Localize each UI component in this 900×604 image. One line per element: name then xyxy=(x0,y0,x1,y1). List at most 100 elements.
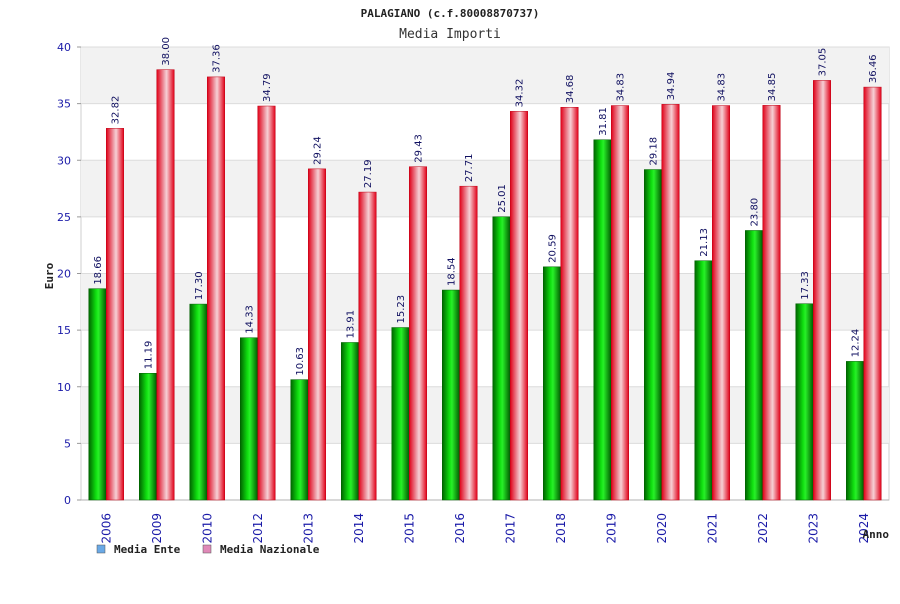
data-label-media-ente-2024: 12.24 xyxy=(851,329,862,358)
data-label-media-ente-2018: 20.59 xyxy=(548,234,559,263)
data-label-media-ente-2021: 21.13 xyxy=(699,228,710,257)
bar-media-ente-2021 xyxy=(694,260,713,501)
x-tick-label-2014: 2014 xyxy=(352,513,366,544)
data-label-media-nazionale-2006: 32.82 xyxy=(111,96,122,125)
x-tick-label-2006: 2006 xyxy=(99,513,113,544)
y-tick-label: 35 xyxy=(57,98,71,111)
bar-media-ente-2015 xyxy=(391,327,410,501)
data-label-media-nazionale-2022: 34.85 xyxy=(767,73,778,102)
bar-media-ente-2014 xyxy=(341,342,359,501)
x-axis-label: Anno xyxy=(863,528,890,541)
x-tick-label-2016: 2016 xyxy=(453,513,467,544)
data-label-media-nazionale-2018: 34.68 xyxy=(565,75,576,104)
data-label-media-ente-2010: 17.30 xyxy=(194,271,205,300)
x-tick-label-2015: 2015 xyxy=(402,513,416,544)
bar-media-ente-2018 xyxy=(543,266,561,501)
bar-media-nazionale-2013 xyxy=(308,168,326,501)
bar-media-nazionale-2009 xyxy=(156,69,175,501)
data-label-media-ente-2012: 14.33 xyxy=(245,305,256,334)
bar-media-nazionale-2022 xyxy=(762,105,781,501)
data-label-media-ente-2022: 23.80 xyxy=(750,198,761,227)
bar-media-ente-2010 xyxy=(189,303,208,501)
legend-label-media-ente: Media Ente xyxy=(114,543,181,556)
x-tick-label-2019: 2019 xyxy=(604,513,618,544)
y-tick-label: 40 xyxy=(57,41,71,54)
bar-media-nazionale-2017 xyxy=(510,111,528,501)
data-label-media-ente-2019: 31.81 xyxy=(598,107,609,136)
x-tick-label-2013: 2013 xyxy=(301,513,315,544)
y-tick-label: 0 xyxy=(64,494,71,507)
bar-media-ente-2006 xyxy=(88,288,107,501)
bar-media-ente-2009 xyxy=(139,373,157,501)
data-label-media-ente-2016: 18.54 xyxy=(447,257,458,286)
bar-media-nazionale-2015 xyxy=(409,166,427,501)
x-tick-label-2009: 2009 xyxy=(150,513,164,544)
bar-media-ente-2019 xyxy=(593,139,612,501)
chart-subtitle: Media Importi xyxy=(399,27,501,42)
x-tick-label-2023: 2023 xyxy=(806,513,820,544)
data-label-media-nazionale-2012: 34.79 xyxy=(262,73,273,102)
bar-media-ente-2016 xyxy=(442,289,460,501)
data-label-media-ente-2013: 10.63 xyxy=(295,347,306,376)
bar-media-nazionale-2023 xyxy=(813,80,831,501)
data-label-media-nazionale-2014: 27.19 xyxy=(363,159,374,188)
y-tick-label: 25 xyxy=(57,211,71,224)
x-tick-label-2020: 2020 xyxy=(655,513,669,544)
bar-media-ente-2022 xyxy=(745,230,763,501)
bar-media-nazionale-2018 xyxy=(560,106,579,501)
bar-media-ente-2024 xyxy=(846,361,864,501)
bar-media-nazionale-2014 xyxy=(358,191,377,501)
x-tick-label-2017: 2017 xyxy=(503,513,517,544)
bar-media-nazionale-2019 xyxy=(611,105,629,501)
data-label-media-nazionale-2015: 29.43 xyxy=(414,134,425,163)
bar-media-nazionale-2016 xyxy=(459,185,478,501)
data-label-media-ente-2014: 13.91 xyxy=(346,310,357,339)
x-tick-label-2024: 2024 xyxy=(857,513,871,544)
bar-media-nazionale-2021 xyxy=(712,105,730,501)
x-tick-label-2022: 2022 xyxy=(756,513,770,544)
data-label-media-ente-2006: 18.66 xyxy=(93,256,104,285)
y-tick-label: 30 xyxy=(57,154,71,167)
bar-media-nazionale-2012 xyxy=(257,105,276,501)
bar-media-ente-2013 xyxy=(290,379,309,501)
legend: Media Ente Media Nazionale xyxy=(96,543,320,556)
data-label-media-nazionale-2013: 29.24 xyxy=(313,136,324,165)
bar-media-nazionale-2020 xyxy=(661,104,680,501)
data-label-media-nazionale-2023: 37.05 xyxy=(818,48,829,77)
data-label-media-nazionale-2010: 37.36 xyxy=(212,44,223,73)
y-tick-label: 15 xyxy=(57,324,71,337)
bar-media-ente-2020 xyxy=(644,169,662,501)
data-label-media-nazionale-2009: 38.00 xyxy=(161,37,172,66)
bar-media-ente-2023 xyxy=(795,303,814,501)
x-tick-label-2021: 2021 xyxy=(705,513,719,544)
x-tick-label-2018: 2018 xyxy=(554,513,568,544)
data-label-media-nazionale-2019: 34.83 xyxy=(616,73,627,102)
bar-media-ente-2012 xyxy=(240,337,258,501)
legend-label-media-nazionale: Media Nazionale xyxy=(220,543,320,556)
bar-media-nazionale-2006 xyxy=(106,128,124,501)
y-tick-label: 5 xyxy=(64,437,71,450)
legend-swatch-media-ente xyxy=(96,544,106,554)
data-label-media-nazionale-2020: 34.94 xyxy=(666,72,677,101)
y-tick-label: 10 xyxy=(57,381,71,394)
x-tick-label-2012: 2012 xyxy=(251,513,265,544)
data-label-media-nazionale-2017: 34.32 xyxy=(515,79,526,108)
data-label-media-nazionale-2016: 27.71 xyxy=(464,154,475,183)
bars xyxy=(88,69,882,501)
data-label-media-ente-2023: 17.33 xyxy=(800,271,811,300)
chart-title: PALAGIANO (c.f.80008870737) xyxy=(361,7,540,20)
x-axis-ticks: 2006 2009 2010 2012 2013 2014 2015 2016 2017 2018… xyxy=(99,513,871,544)
bar-media-nazionale-2024 xyxy=(863,86,882,501)
data-label-media-ente-2015: 15.23 xyxy=(396,295,407,324)
y-tick-label: 20 xyxy=(57,268,71,281)
bar-media-nazionale-2010 xyxy=(207,76,225,501)
legend-swatch-media-nazionale xyxy=(202,544,212,554)
data-label-media-ente-2017: 25.01 xyxy=(497,184,508,213)
y-axis-ticks: 0 5 10 15 20 25 30 35 40 xyxy=(57,41,71,507)
data-labels: 18.66 32.82 11.19 38.00 17.30 37.36 14.33 34.79… xyxy=(93,37,879,376)
bar-media-ente-2017 xyxy=(492,216,511,501)
data-label-media-nazionale-2024: 36.46 xyxy=(868,54,879,83)
data-label-media-ente-2020: 29.18 xyxy=(649,137,660,166)
